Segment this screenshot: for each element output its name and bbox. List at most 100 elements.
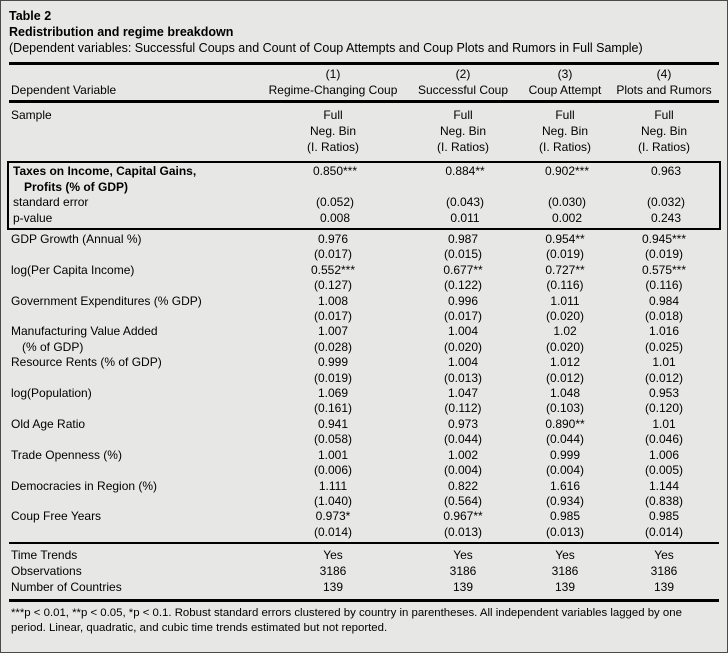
summary-value: Yes <box>654 548 674 563</box>
table-line: Coup Free Years 0.973* 0.967** 0.985 0.985 <box>9 509 719 524</box>
column-name: Regime-Changing Coup <box>268 82 398 97</box>
variable-label-2 <box>9 278 263 293</box>
coefficient-value: 0.973 <box>447 416 479 431</box>
empty-cell <box>525 180 609 196</box>
p-value: 0.008 <box>319 210 351 225</box>
variable-label-2 <box>9 463 263 478</box>
table-line: Old Age Ratio 0.941 0.973 0.890** 1.01 <box>9 417 719 432</box>
standard-error-value: (0.013) <box>443 370 483 385</box>
column-name: Coup Attempt <box>528 82 602 97</box>
column-number: (1) <box>325 67 341 81</box>
summary-value: 3186 <box>449 564 477 579</box>
coefficient-value: 1.016 <box>648 324 680 339</box>
coefficient-value: 1.616 <box>549 478 581 493</box>
standard-error-value: (0.013) <box>443 524 483 539</box>
sample-line: Neg. Bin <box>439 124 487 138</box>
standard-error-value: (0.564) <box>443 493 483 508</box>
variable-label: Trade Openness (%) <box>11 447 122 462</box>
standard-error-value: (0.020) <box>545 309 585 324</box>
standard-error-value: (0.044) <box>545 432 585 447</box>
standard-error-value: (0.017) <box>443 309 483 324</box>
variable-label-2 <box>9 401 263 416</box>
coefficient-value: 1.048 <box>549 386 581 401</box>
standard-error-value: (0.004) <box>545 463 585 478</box>
sample-line: Neg. Bin <box>640 124 688 138</box>
coefficient-value: 0.941 <box>317 416 349 431</box>
coefficient-value: 1.047 <box>447 386 479 401</box>
variable-label-2: (% of GDP) <box>22 339 84 354</box>
coefficient-value: 0.822 <box>447 478 479 493</box>
summary-label: Observations <box>11 564 82 579</box>
table-line: Taxes on Income, Capital Gains, 0.850*** 0… <box>11 164 717 180</box>
sample-line: Neg. Bin <box>309 124 357 138</box>
coefficient-value: 0.890** <box>545 416 585 431</box>
standard-error-value: (0.006) <box>313 463 353 478</box>
variable-label-2 <box>9 525 263 540</box>
standard-error-value: (0.013) <box>545 524 585 539</box>
standard-error-value: (0.032) <box>646 195 686 209</box>
standard-error-value: (0.017) <box>313 247 353 262</box>
table-line: Time Trends Yes Yes Yes Yes <box>9 547 719 563</box>
standard-error-value: (0.120) <box>644 401 684 416</box>
variable-label: Coup Free Years <box>11 509 102 524</box>
bottom-summary-rows: Time Trends Yes Yes Yes Yes Observations 3186 3… <box>9 544 719 599</box>
summary-value: Yes <box>323 548 343 563</box>
sample-line: (I. Ratios) <box>538 140 591 154</box>
sample-line: Full <box>654 108 674 122</box>
summary-value: Yes <box>453 548 473 563</box>
summary-label: Time Trends <box>11 548 78 563</box>
sample-label: Sample <box>11 108 52 122</box>
variable-label-2 <box>9 247 263 262</box>
standard-error-value: (0.004) <box>443 463 483 478</box>
table-line: (0.006) (0.004) (0.004) (0.005) <box>9 463 719 478</box>
column-name: Plots and Rumors <box>616 82 712 97</box>
sample-line: Full <box>323 108 343 122</box>
rule-bottom <box>9 599 719 603</box>
summary-value: 139 <box>322 580 344 595</box>
rule-top <box>9 62 719 65</box>
table-line: Manufacturing Value Added 1.007 1.004 1.02 1… <box>9 324 719 339</box>
coefficient-value: 1.011 <box>550 293 580 308</box>
summary-value: 3186 <box>319 564 347 579</box>
spacer <box>9 67 263 83</box>
coefficient-value: 1.008 <box>317 293 349 308</box>
table-line: Resource Rents (% of GDP) 0.999 1.004 1.012… <box>9 355 719 370</box>
coefficient-value: 1.02 <box>553 324 577 339</box>
table-line: standard error (0.052) (0.043) (0.030) (0.03… <box>11 195 717 211</box>
coefficient-value: 1.069 <box>317 386 349 401</box>
variable-label: log(Population) <box>11 386 92 401</box>
taxes-row-label-2: Profits (% of GDP) <box>24 179 128 194</box>
p-value: 0.243 <box>650 210 682 225</box>
column-header-block: (1) (2) (3) (4) Dependent Variable Regim… <box>9 65 719 100</box>
footnote: ***p < 0.01, **p < 0.05, *p < 0.1. Robus… <box>11 607 682 635</box>
coefficient-value: 0.902*** <box>544 164 590 178</box>
sample-cell: Full Neg. Bin (I. Ratios) <box>403 107 523 155</box>
standard-error-value: (0.019) <box>545 247 585 262</box>
summary-value: 139 <box>452 580 474 595</box>
sample-section: Sample Full Neg. Bin (I. Ratios) Full Ne… <box>9 103 719 161</box>
coefficient-value: 1.006 <box>648 447 680 462</box>
dependent-variable-label: Dependent Variable <box>11 82 117 97</box>
column-name: Successful Coup <box>417 82 509 97</box>
variable-label-2 <box>9 432 263 447</box>
variable-label: GDP Growth (Annual %) <box>11 232 142 246</box>
table-line: Profits (% of GDP) <box>11 180 717 196</box>
coefficient-value: 0.984 <box>648 293 680 308</box>
column-number: (3) <box>557 67 573 81</box>
summary-value: Yes <box>555 548 575 563</box>
sample-line: (I. Ratios) <box>637 140 690 154</box>
standard-error-value: (0.020) <box>443 339 483 354</box>
variable-label: Manufacturing Value Added <box>11 324 158 339</box>
coefficient-value: 0.575*** <box>641 262 687 277</box>
coefficient-value: 1.004 <box>447 324 479 339</box>
standard-error-value: (0.043) <box>445 195 485 209</box>
standard-error-value: (0.127) <box>313 278 353 293</box>
variable-label: Resource Rents (% of GDP) <box>11 355 162 370</box>
summary-value: 3186 <box>650 564 678 579</box>
coefficient-value: 0.985 <box>549 509 581 524</box>
standard-error-value: (0.014) <box>644 524 684 539</box>
taxes-row-label: Taxes on Income, Capital Gains, <box>13 164 197 178</box>
coefficient-value: 0.985 <box>648 509 680 524</box>
table-line: log(Population) 1.069 1.047 1.048 0.953 <box>9 386 719 401</box>
sample-cell: Full Neg. Bin (I. Ratios) <box>263 107 403 155</box>
